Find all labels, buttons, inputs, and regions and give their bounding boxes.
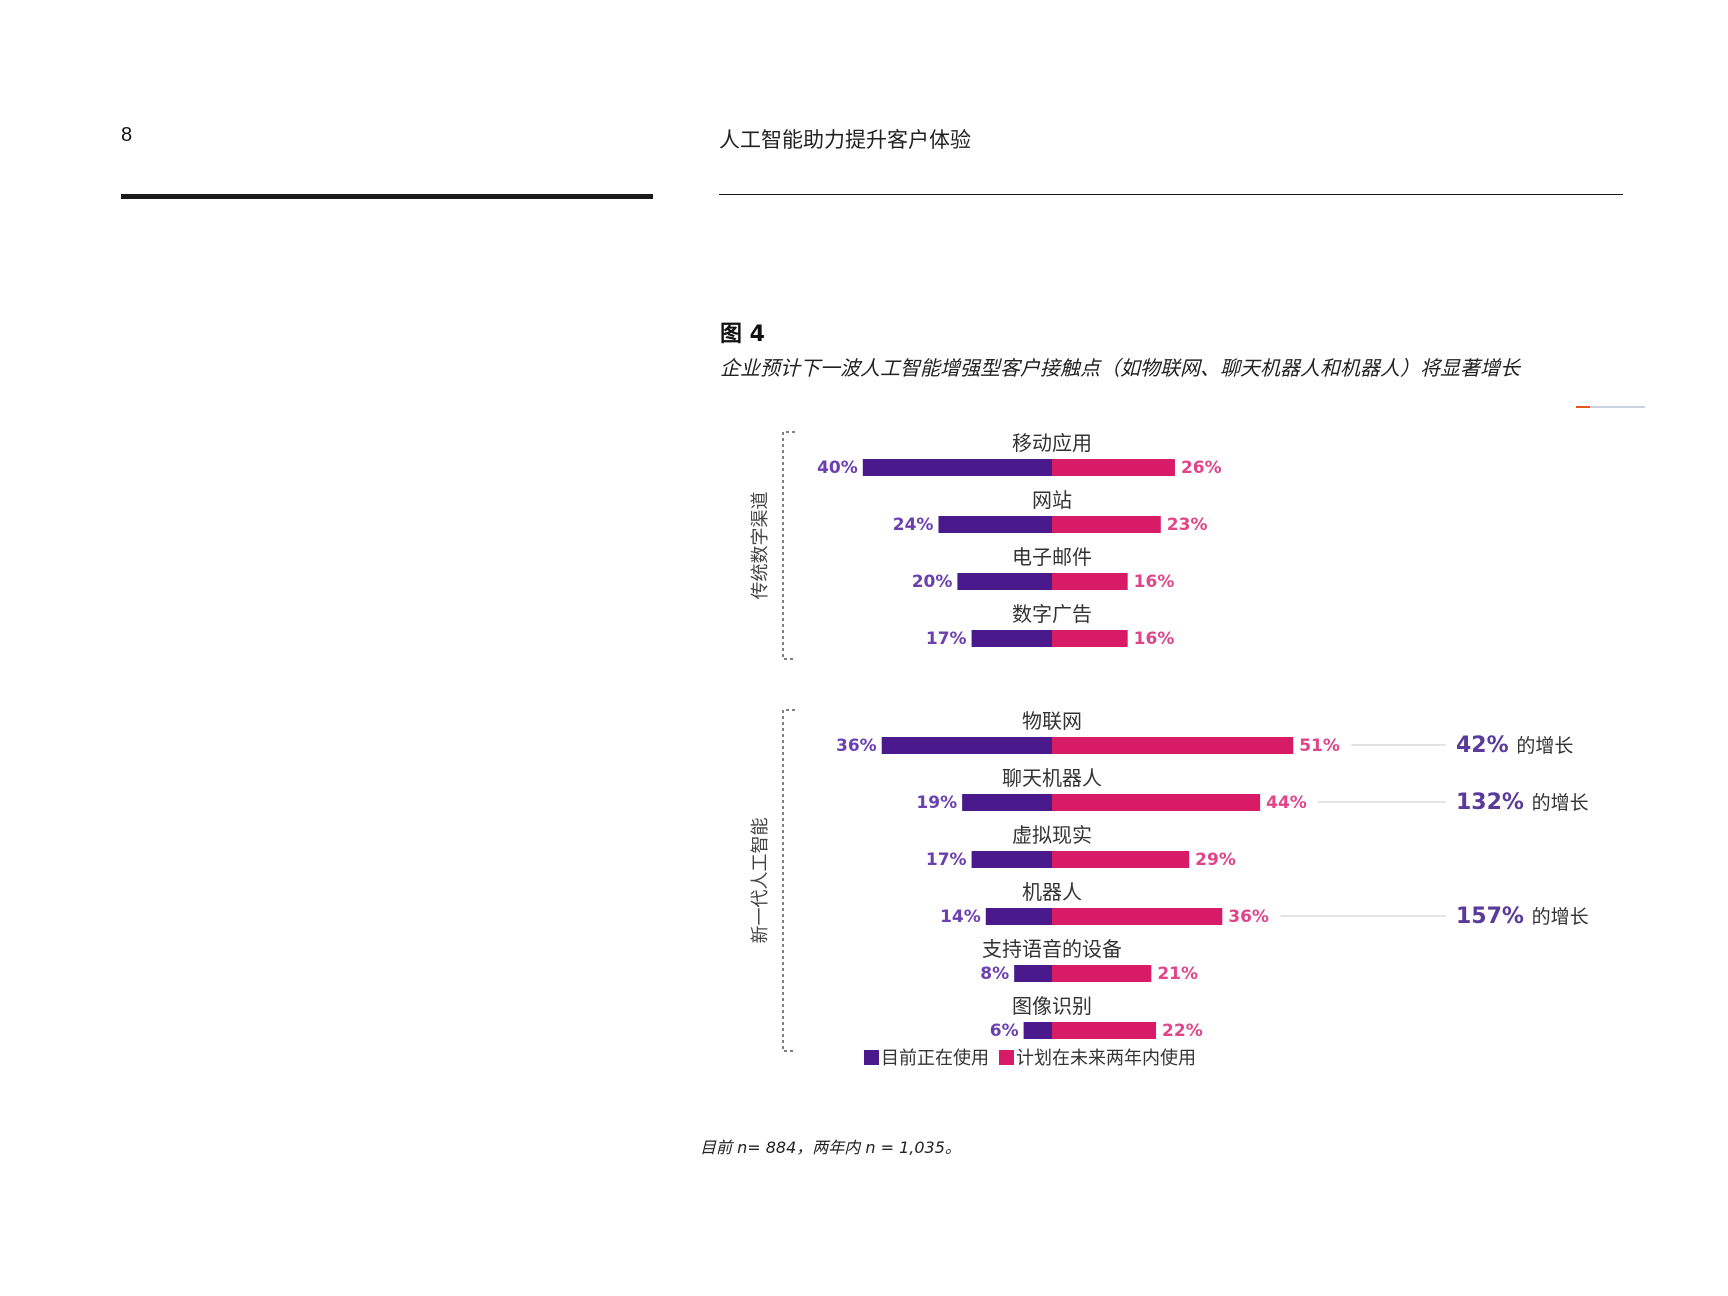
growth-value: 132% [1456, 790, 1532, 815]
running-title: 人工智能助力提升客户体验 [719, 128, 971, 152]
footnote: 目前 n= 884，两年内 n = 1,035。 [700, 1138, 961, 1157]
category-label: 聊天机器人 [1002, 766, 1102, 790]
value-label-planned: 36% [1228, 907, 1269, 927]
bar-current [1023, 1022, 1052, 1039]
value-label-current: 17% [926, 629, 967, 649]
category-label: 移动应用 [1012, 431, 1092, 455]
figure-label: 图 4 [720, 322, 765, 347]
growth-suffix: 的增长 [1516, 735, 1573, 757]
page-number: 8 [121, 124, 133, 146]
value-label-current: 36% [836, 736, 877, 756]
legend-label: 目前正在使用 [881, 1048, 989, 1069]
legend-label: 计划在未来两年内使用 [1016, 1048, 1196, 1069]
category-label: 机器人 [1022, 880, 1082, 904]
value-label-current: 19% [916, 793, 957, 813]
bar-current [971, 630, 1052, 647]
value-label-planned: 26% [1181, 458, 1222, 478]
value-label-planned: 16% [1134, 629, 1175, 649]
value-label-current: 24% [893, 515, 934, 535]
value-label-current: 20% [912, 572, 953, 592]
value-label-planned: 44% [1266, 793, 1307, 813]
category-label: 物联网 [1022, 709, 1082, 733]
group-label: 新一代人工智能 [750, 818, 771, 944]
bar-planned [1052, 573, 1128, 590]
group-label: 传统数字渠道 [750, 492, 771, 600]
growth-value: 42% [1456, 733, 1516, 758]
value-label-current: 6% [990, 1021, 1019, 1041]
category-label: 支持语音的设备 [982, 937, 1122, 961]
bar-planned [1052, 516, 1161, 533]
bar-current [938, 516, 1052, 533]
legend-swatch [864, 1050, 879, 1065]
category-label: 电子邮件 [1012, 545, 1092, 569]
growth-annotation: 42% 的增长 [1456, 733, 1573, 758]
figure-caption: 企业预计下一波人工智能增强型客户接触点（如物联网、聊天机器人和机器人）将显著增长 [720, 356, 1520, 380]
value-label-current: 14% [940, 907, 981, 927]
bar-current [881, 737, 1052, 754]
growth-suffix: 的增长 [1532, 792, 1589, 814]
bar-current [957, 573, 1052, 590]
legend-swatch [999, 1050, 1014, 1065]
value-label-planned: 22% [1162, 1021, 1203, 1041]
right-divider [719, 194, 1623, 195]
value-label-planned: 16% [1134, 572, 1175, 592]
growth-suffix: 的增长 [1532, 906, 1589, 928]
group-bracket [782, 709, 795, 1052]
bar-planned [1052, 459, 1175, 476]
value-label-current: 17% [926, 850, 967, 870]
bar-planned [1052, 965, 1152, 982]
value-label-planned: 21% [1157, 964, 1198, 984]
value-label-planned: 29% [1195, 850, 1236, 870]
group-bracket [782, 431, 795, 660]
bar-current [985, 908, 1052, 925]
category-label: 数字广告 [1012, 602, 1092, 626]
value-label-planned: 23% [1167, 515, 1208, 535]
bar-planned [1052, 851, 1190, 868]
value-label-planned: 51% [1299, 736, 1340, 756]
bar-planned [1052, 1022, 1157, 1039]
category-label: 虚拟现实 [1012, 823, 1092, 847]
bar-current [971, 851, 1052, 868]
bar-planned [1052, 908, 1223, 925]
bar-current [1014, 965, 1052, 982]
growth-value: 157% [1456, 904, 1532, 929]
bar-current [962, 794, 1052, 811]
bar-current [862, 459, 1052, 476]
growth-annotation: 132% 的增长 [1456, 790, 1589, 815]
value-label-current: 8% [980, 964, 1009, 984]
category-label: 网站 [1032, 488, 1072, 512]
value-label-current: 40% [817, 458, 858, 478]
growth-annotation: 157% 的增长 [1456, 904, 1589, 929]
bar-planned [1052, 794, 1261, 811]
bar-planned [1052, 737, 1294, 754]
category-label: 图像识别 [1012, 994, 1092, 1018]
bar-planned [1052, 630, 1128, 647]
left-divider [121, 194, 653, 199]
